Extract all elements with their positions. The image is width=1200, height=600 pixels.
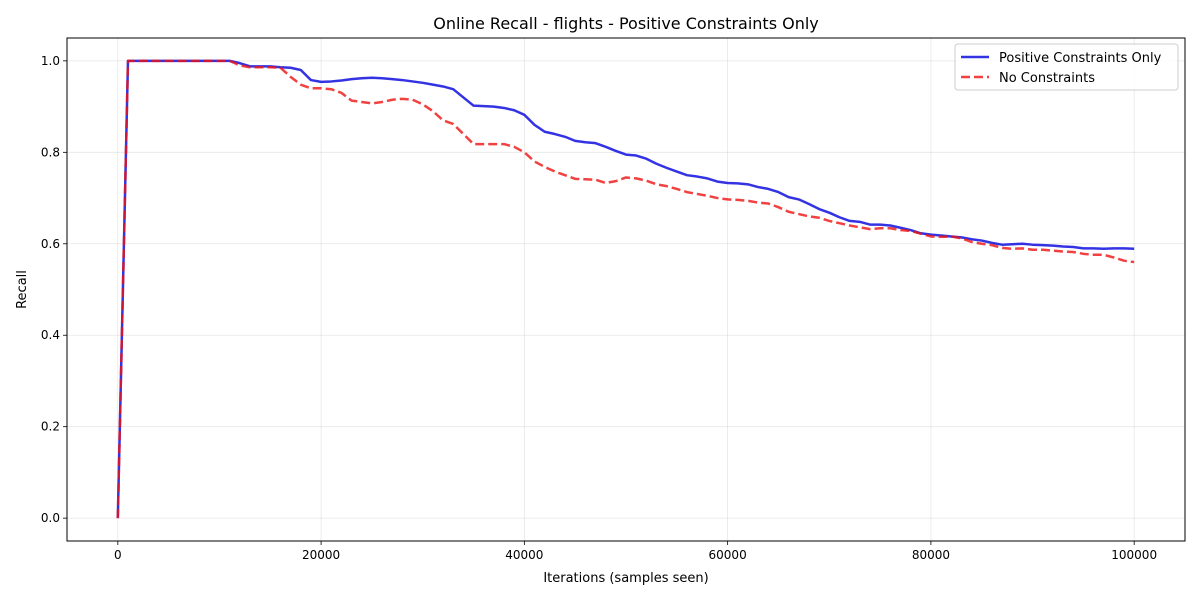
x-tick-label: 60000 bbox=[709, 548, 747, 562]
legend-box bbox=[954, 43, 1179, 91]
y-tick-label: 0.2 bbox=[41, 420, 60, 434]
legend: Positive Constraints Only No Constraints bbox=[954, 43, 1179, 91]
y-tick-label: 0.4 bbox=[41, 328, 60, 342]
series-line-no-constraints bbox=[116, 59, 1135, 519]
x-tick-label: 0 bbox=[114, 548, 122, 562]
chart-title: Online Recall - flights - Positive Const… bbox=[433, 14, 819, 33]
axis-ticks: 0 20000 40000 60000 80000 100000 0.0 0.2 0.4 0.6 0… bbox=[41, 54, 1157, 562]
y-tick-label: 0.8 bbox=[41, 145, 60, 159]
x-tick-label: 20000 bbox=[302, 548, 340, 562]
legend-label-positive-constraints-only: Positive Constraints Only bbox=[999, 51, 1162, 66]
y-tick-label: 0.6 bbox=[41, 237, 60, 251]
y-tick-label: 0.0 bbox=[41, 511, 60, 525]
legend-label-no-constraints: No Constraints bbox=[999, 71, 1095, 86]
series-lines bbox=[116, 59, 1135, 519]
plot-frame bbox=[66, 37, 1186, 542]
x-axis-label: Iterations (samples seen) bbox=[543, 571, 708, 586]
y-tick-label: 1.0 bbox=[41, 54, 60, 68]
series-line-positive-constraints-only bbox=[116, 59, 1135, 519]
y-axis-label: Recall bbox=[15, 270, 30, 309]
x-tick-label: 100000 bbox=[1111, 548, 1157, 562]
x-tick-label: 80000 bbox=[912, 548, 950, 562]
x-tick-label: 40000 bbox=[505, 548, 543, 562]
